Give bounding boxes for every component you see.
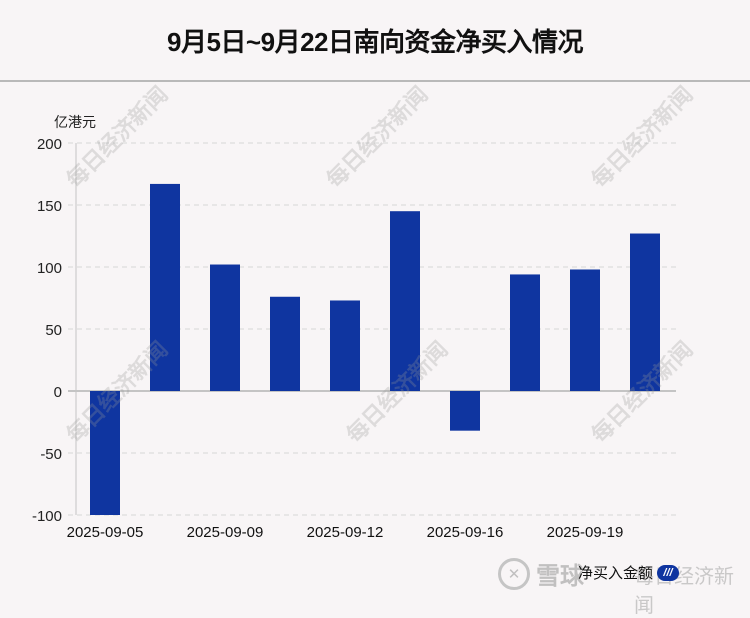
x-tick-label: 2025-09-16 [427, 524, 504, 541]
bar [90, 391, 120, 515]
y-axis-unit-label: 亿港元 [54, 114, 96, 130]
y-tick-label: 200 [37, 136, 62, 153]
y-tick-label: 50 [45, 322, 62, 339]
legend-swatch-icon: /// [657, 564, 680, 581]
chart-title: 9月5日~9月22日南向资金净买入情况 [167, 27, 583, 57]
legend-label: 净买入金额 [578, 565, 654, 582]
bar [150, 183, 180, 391]
y-tick-label: 150 [37, 198, 62, 215]
x-tick-label: 2025-09-05 [67, 524, 144, 541]
source-watermark: 每日经济新闻 [634, 564, 734, 617]
bar [210, 264, 240, 391]
y-tick-label: -100 [32, 508, 62, 525]
y-tick-label: 0 [54, 384, 62, 401]
bar [570, 269, 600, 391]
bar [450, 391, 480, 431]
xueqiu-watermark-text: 雪球 [536, 563, 584, 590]
y-tick-label: 100 [37, 260, 62, 277]
bar-series [90, 183, 660, 515]
bar [270, 296, 300, 391]
bar [330, 300, 360, 391]
x-tick-label: 2025-09-12 [307, 524, 384, 541]
x-tick-label: 2025-09-19 [547, 524, 624, 541]
chart-legend: 净买入金额 /// [578, 562, 680, 583]
bar [510, 274, 540, 391]
y-axis-ticks: 200 150 100 50 0 -50 -100 [32, 136, 62, 525]
x-tick-label: 2025-09-09 [187, 524, 264, 541]
title-divider [0, 80, 750, 82]
x-axis-ticks: 2025-09-05 2025-09-09 2025-09-12 2025-09-16… [67, 524, 624, 541]
xueqiu-logo-icon: ✕ [498, 557, 530, 590]
y-tick-label: -50 [40, 446, 62, 463]
bar [630, 233, 660, 391]
bar-chart: 200 150 100 50 0 -50 -100 2025-09-05 2025-09-09… [32, 136, 676, 541]
bar [390, 211, 420, 391]
xueqiu-watermark: ✕ 雪球 [498, 556, 584, 591]
